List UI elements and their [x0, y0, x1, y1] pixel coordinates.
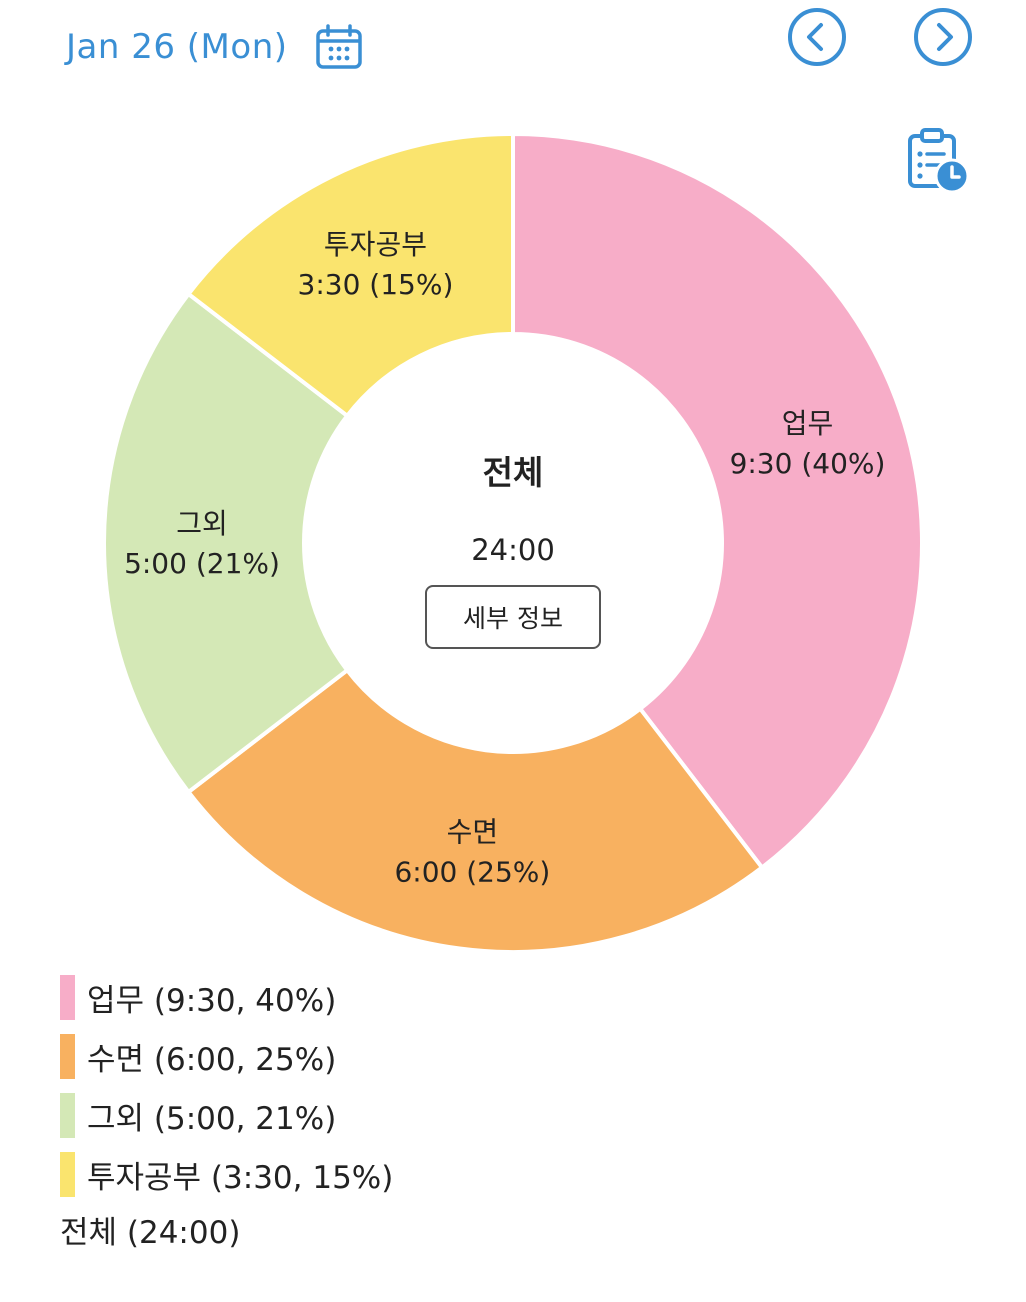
chevron-left-circle-icon[interactable]	[786, 6, 848, 68]
legend-swatch	[60, 1152, 75, 1197]
date-title[interactable]: Jan 26 (Mon)	[66, 27, 288, 67]
calendar-icon[interactable]	[314, 22, 364, 72]
slice-value-label: 5:00 (21%)	[124, 547, 280, 580]
legend-item: 수면 (6:00, 25%)	[60, 1034, 393, 1079]
donut-chart: 업무 9:30 (40%) 수면 6:00 (25%) 그외 5:00 (21%) 투자공부…	[102, 131, 924, 954]
legend-text: 그외 (5:00, 21%)	[87, 1101, 337, 1137]
slice-name-label: 수면	[447, 815, 499, 848]
legend-text: 투자공부 (3:30, 15%)	[87, 1160, 394, 1196]
legend-item: 투자공부 (3:30, 15%)	[60, 1152, 393, 1197]
slice-value-label: 9:30 (40%)	[730, 447, 886, 480]
slice-name-label: 투자공부	[324, 228, 427, 261]
detail-button[interactable]: 세부 정보	[425, 585, 601, 649]
donut-slice[interactable]	[185, 667, 765, 954]
legend: 업무 (9:30, 40%) 수면 (6:00, 25%) 그외 (5:00, …	[60, 975, 393, 1256]
slice-value-label: 6:00 (25%)	[394, 855, 550, 888]
legend-swatch	[60, 1093, 75, 1138]
legend-swatch	[60, 975, 75, 1020]
center-title: 전체	[482, 453, 544, 492]
donut-slice[interactable]	[185, 131, 515, 419]
legend-item: 그외 (5:00, 21%)	[60, 1093, 393, 1138]
legend-text: 수면 (6:00, 25%)	[87, 1042, 337, 1078]
donut-slice[interactable]	[102, 291, 350, 795]
slice-name-label: 업무	[782, 407, 834, 440]
donut-slice[interactable]	[511, 131, 924, 871]
legend-item: 업무 (9:30, 40%)	[60, 975, 393, 1020]
slice-value-label: 3:30 (15%)	[298, 268, 454, 301]
chevron-right-circle-icon[interactable]	[912, 6, 974, 68]
slice-name-label: 그외	[176, 507, 228, 540]
clipboard-clock-icon[interactable]	[902, 124, 970, 194]
legend-total: 전체 (24:00)	[60, 1215, 241, 1251]
center-total: 24:00	[471, 533, 555, 567]
legend-swatch	[60, 1034, 75, 1079]
legend-text: 업무 (9:30, 40%)	[87, 983, 337, 1019]
